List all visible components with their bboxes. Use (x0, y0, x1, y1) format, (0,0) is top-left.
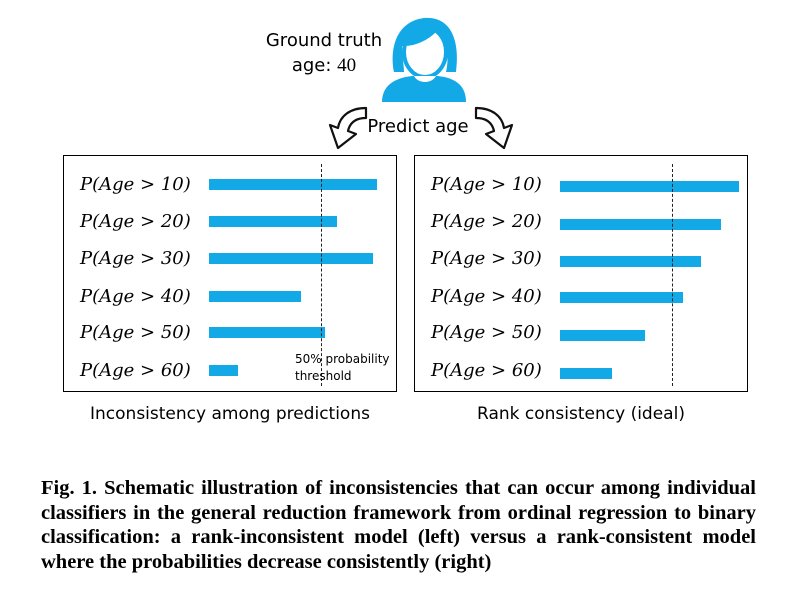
threshold-note: 50% probability threshold (295, 351, 390, 385)
age-value: 40 (337, 55, 357, 76)
row-label: P(Age > 50) (431, 322, 542, 343)
right-arrow-icon (474, 106, 514, 150)
age-label: age: (291, 55, 332, 76)
caption-inconsistent: Inconsistency among predictions (90, 404, 370, 424)
threshold-note-line2: threshold (295, 369, 352, 383)
row-label: P(Age > 60) (80, 360, 191, 381)
probability-bar (560, 330, 645, 341)
probability-bar (560, 292, 683, 303)
ground-truth-label: Ground truth age: 40 (256, 28, 392, 78)
row-label: P(Age > 10) (431, 174, 542, 195)
predict-age-label: Predict age (367, 116, 469, 137)
probability-bar (209, 216, 337, 227)
panel-inconsistent: P(Age > 10) P(Age > 20) P(Age > 30) P(Ag… (63, 155, 397, 392)
probability-bar (560, 368, 612, 379)
probability-bar (209, 327, 325, 338)
row-label: P(Age > 10) (80, 174, 191, 195)
threshold-line (672, 164, 673, 386)
probability-bar (209, 179, 377, 190)
person-icon (382, 17, 466, 102)
row-label: P(Age > 30) (431, 248, 542, 269)
threshold-line (321, 164, 322, 386)
row-label: P(Age > 40) (431, 286, 542, 307)
probability-bar (209, 365, 238, 376)
ground-truth-text: Ground truth (265, 30, 383, 51)
row-label: P(Age > 40) (80, 286, 191, 307)
row-label: P(Age > 20) (431, 211, 542, 232)
ground-truth-age: age: 40 (256, 53, 392, 78)
threshold-note-line1: 50% probability (295, 352, 390, 366)
caption-consistent: Rank consistency (ideal) (477, 404, 685, 424)
row-label: P(Age > 60) (431, 360, 542, 381)
panel-consistent: P(Age > 10) P(Age > 20) P(Age > 30) P(Ag… (414, 155, 748, 392)
row-label: P(Age > 50) (80, 322, 191, 343)
probability-bar (209, 253, 373, 264)
probability-bar (560, 219, 721, 230)
person-body (382, 76, 466, 102)
curved-arrow-icon (328, 106, 514, 150)
left-arrow-icon (328, 106, 368, 150)
probability-bar (560, 256, 701, 267)
figure-caption: Fig. 1. Schematic illustration of incons… (41, 477, 756, 573)
row-label: P(Age > 30) (80, 248, 191, 269)
probability-bar (209, 291, 301, 302)
probability-bar (560, 181, 739, 192)
row-label: P(Age > 20) (80, 211, 191, 232)
